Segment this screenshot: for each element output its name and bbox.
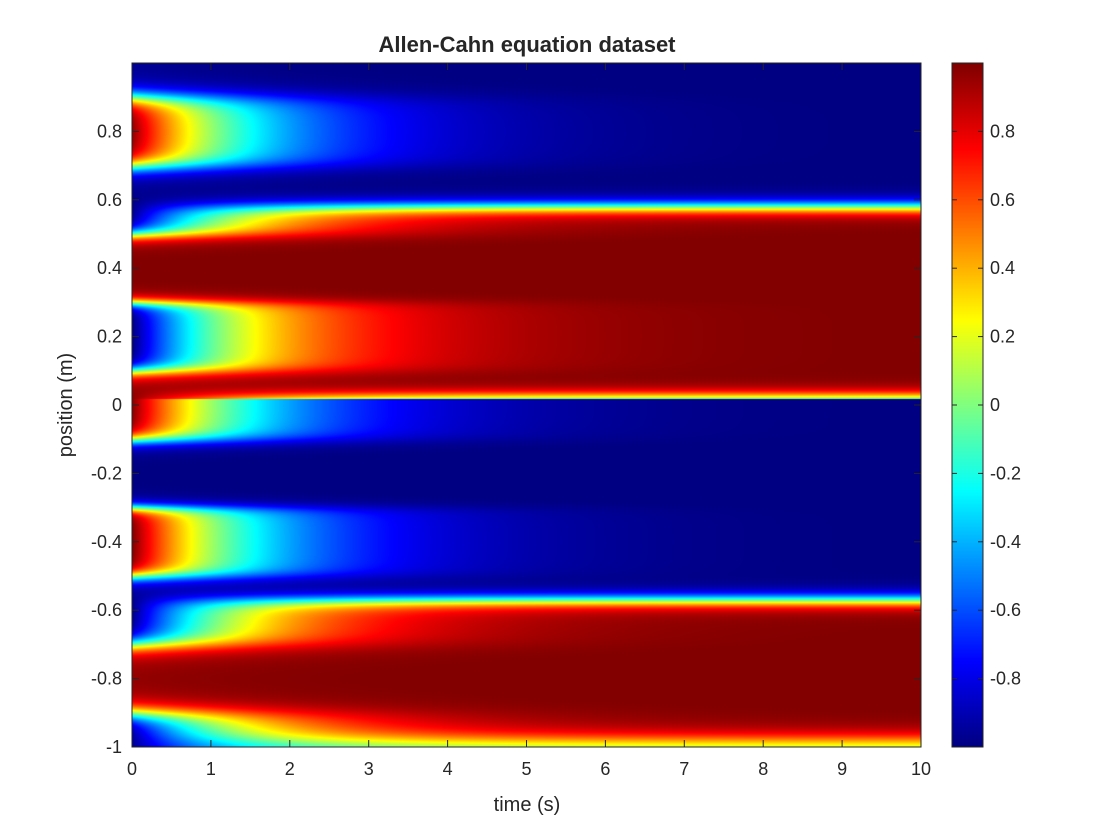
- colorbar-tick-label: 0.6: [990, 190, 1015, 210]
- y-tick-label: 0: [112, 395, 122, 415]
- x-tick-label: 0: [127, 759, 137, 779]
- y-tick-label: 0.2: [97, 327, 122, 347]
- colorbar-axis: -0.8 -0.6 -0.4 -0.2 0 0.2 0.4 0.6 0.8: [952, 121, 1021, 689]
- x-tick-label: 2: [285, 759, 295, 779]
- y-tick-label: 0.4: [97, 258, 122, 278]
- y-axis: -1 -0.8 -0.6 -0.4 -0.2 0 0.2 0.4 0.6 0.8: [91, 121, 921, 757]
- x-tick-label: 4: [443, 759, 453, 779]
- heatmap-image: [132, 63, 921, 747]
- colorbar-gradient: [952, 63, 983, 747]
- y-axis-label: position (m): [55, 353, 77, 457]
- y-tick-label: -0.6: [91, 600, 122, 620]
- chart-title: Allen-Cahn equation dataset: [378, 32, 676, 57]
- colorbar-tick-label: 0.4: [990, 258, 1015, 278]
- x-tick-label: 3: [364, 759, 374, 779]
- x-tick-label: 6: [600, 759, 610, 779]
- y-tick-label: -1: [106, 737, 122, 757]
- colorbar-tick-label: 0: [990, 395, 1000, 415]
- x-tick-label: 9: [837, 759, 847, 779]
- y-tick-label: -0.8: [91, 669, 122, 689]
- colorbar-tick-label: -0.2: [990, 463, 1021, 483]
- x-tick-label: 7: [679, 759, 689, 779]
- x-tick-label: 1: [206, 759, 216, 779]
- y-tick-label: 0.6: [97, 190, 122, 210]
- x-tick-label: 8: [758, 759, 768, 779]
- colorbar-container: [952, 63, 983, 747]
- colorbar-tick-label: 0.8: [990, 121, 1015, 141]
- x-axis-label: time (s): [494, 794, 561, 816]
- x-tick-label: 10: [911, 759, 931, 779]
- colorbar-tick-label: -0.4: [990, 532, 1021, 552]
- colorbar-tick-label: -0.8: [990, 669, 1021, 689]
- y-tick-label: -0.4: [91, 532, 122, 552]
- colorbar-tick-label: -0.6: [990, 600, 1021, 620]
- x-axis: 0 1 2 3 4 5 6 7 8 9 10: [127, 63, 931, 779]
- y-tick-label: -0.2: [91, 463, 122, 483]
- x-tick-label: 5: [521, 759, 531, 779]
- colorbar-tick-label: 0.2: [990, 327, 1015, 347]
- heatmap-container: [132, 63, 921, 747]
- y-tick-label: 0.8: [97, 121, 122, 141]
